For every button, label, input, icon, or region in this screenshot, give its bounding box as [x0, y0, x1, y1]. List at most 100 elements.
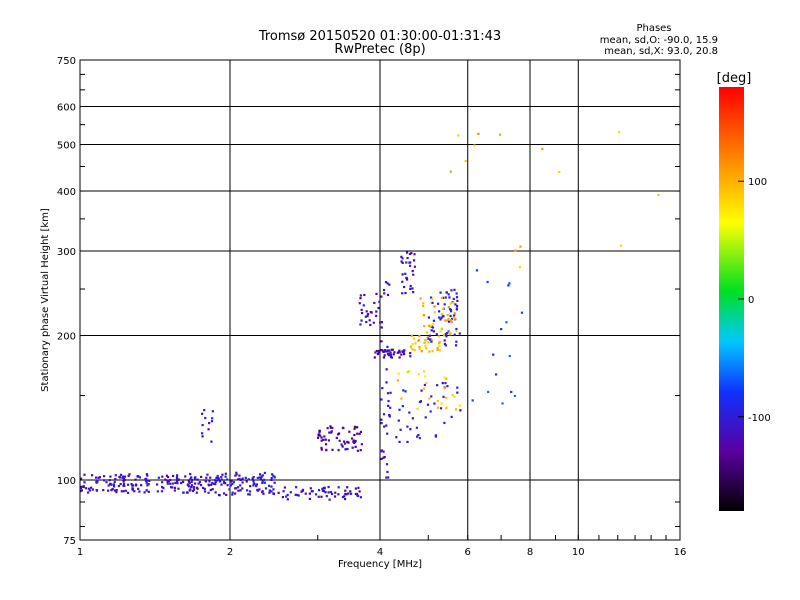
data-point: [360, 311, 364, 315]
data-point: [258, 488, 261, 491]
data-point: [281, 495, 284, 499]
data-point: [145, 489, 148, 492]
data-point: [435, 333, 438, 336]
data-point: [203, 487, 206, 491]
data-point: [317, 489, 321, 492]
data-point: [120, 490, 123, 493]
data-point: [320, 446, 323, 449]
data-point: [415, 426, 419, 429]
data-point: [382, 413, 386, 416]
data-point: [431, 339, 434, 342]
data-point: [348, 430, 351, 433]
data-point: [217, 478, 220, 482]
data-point: [450, 415, 453, 419]
data-point: [273, 475, 276, 478]
data-point: [386, 349, 390, 352]
data-point: [444, 344, 447, 347]
data-point: [138, 476, 142, 479]
data-point: [234, 492, 237, 495]
data-point: [381, 387, 384, 390]
data-point: [444, 332, 447, 336]
data-point: [155, 483, 159, 486]
data-point: [145, 473, 149, 476]
data-point: [375, 349, 378, 353]
data-point: [107, 484, 110, 487]
data-point: [262, 492, 265, 495]
data-point: [397, 419, 400, 422]
data-point: [268, 491, 271, 494]
data-point: [380, 340, 383, 343]
data-point: [195, 491, 198, 494]
data-point: [382, 450, 385, 453]
data-point: [374, 351, 377, 354]
data-point: [108, 479, 111, 482]
data-point: [382, 288, 386, 292]
data-point: [432, 330, 435, 333]
data-point: [329, 425, 332, 428]
data-point: [380, 321, 384, 324]
x-tick-label: 1: [77, 547, 83, 558]
data-point: [389, 353, 393, 356]
data-point: [379, 450, 382, 453]
data-point: [146, 484, 149, 487]
data-point: [360, 308, 363, 312]
data-point: [448, 308, 452, 311]
data-point: [272, 488, 275, 491]
data-point: [270, 485, 273, 488]
data-point: [403, 285, 406, 289]
data-point: [376, 352, 380, 356]
data-point: [387, 399, 390, 403]
data-point: [372, 321, 375, 324]
data-point: [353, 427, 356, 430]
data-point: [443, 342, 447, 346]
data-point: [304, 492, 307, 495]
data-point: [211, 481, 214, 485]
data-point: [317, 495, 320, 498]
data-point: [261, 480, 264, 483]
data-point: [458, 404, 461, 407]
data-point: [408, 252, 412, 256]
data-point: [272, 474, 275, 477]
data-point: [443, 421, 446, 425]
data-point: [419, 297, 422, 300]
data-point: [353, 425, 357, 428]
data-point: [82, 485, 85, 489]
data-point: [365, 310, 368, 313]
data-point: [450, 321, 453, 324]
data-point: [408, 264, 412, 267]
data-point: [127, 483, 130, 486]
data-point: [500, 328, 503, 331]
data-point: [148, 479, 151, 482]
data-point: [403, 349, 406, 352]
data-point: [201, 435, 204, 438]
data-point: [386, 470, 389, 474]
data-point: [558, 170, 561, 174]
data-point: [436, 348, 439, 351]
data-point: [177, 487, 180, 490]
data-point: [409, 428, 412, 431]
data-point: [318, 431, 321, 434]
data-point: [373, 356, 376, 359]
data-point: [251, 477, 254, 480]
data-point: [162, 486, 165, 490]
data-point: [366, 315, 369, 318]
data-point: [191, 489, 194, 493]
data-point: [398, 440, 401, 444]
data-point: [340, 443, 343, 446]
data-point: [134, 478, 137, 481]
data-point: [381, 349, 384, 352]
data-point: [388, 283, 391, 286]
data-point: [330, 430, 333, 433]
data-point: [262, 478, 266, 481]
data-point: [286, 498, 289, 501]
data-point: [454, 303, 457, 306]
data-point: [175, 476, 179, 479]
data-point: [443, 319, 446, 322]
data-point: [224, 482, 227, 485]
data-point: [238, 474, 241, 477]
colorbar-ticks: 100 0 -100: [738, 177, 771, 424]
data-point: [428, 350, 431, 353]
data-point: [388, 414, 391, 417]
data-point: [270, 490, 273, 493]
data-point: [410, 251, 413, 255]
